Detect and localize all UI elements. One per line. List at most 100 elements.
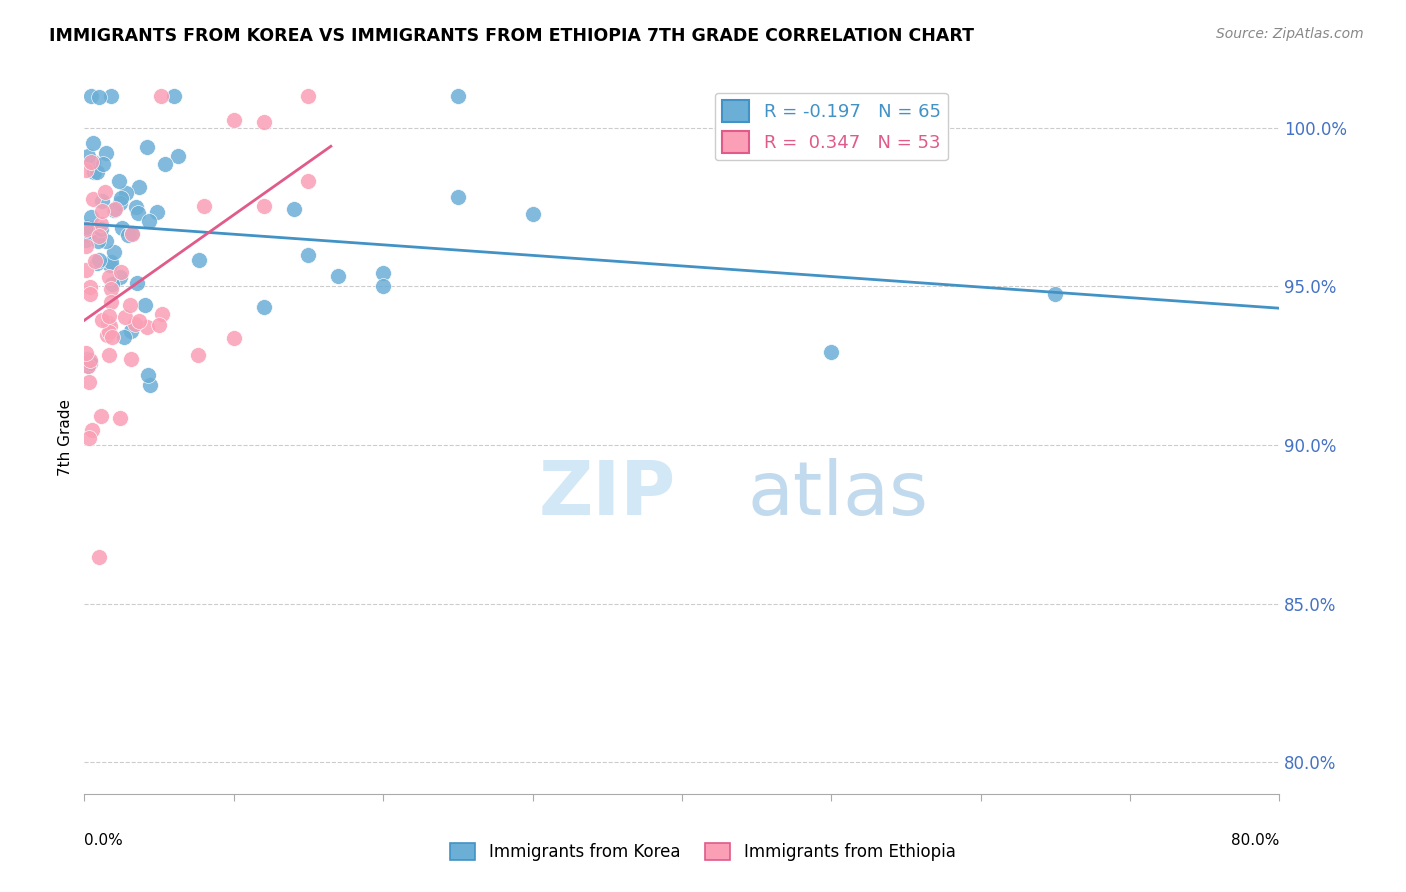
Point	[193, 199, 215, 213]
Point	[328, 269, 350, 284]
Point	[75, 346, 97, 360]
Point	[80, 154, 103, 169]
Point	[114, 310, 136, 324]
Point	[86, 165, 108, 179]
Point	[121, 227, 143, 241]
Point	[94, 234, 117, 248]
Point	[94, 185, 117, 199]
Point	[76, 222, 98, 236]
Point	[107, 174, 129, 188]
Text: 80.0%: 80.0%	[1232, 833, 1279, 848]
Point	[77, 351, 100, 366]
Point	[75, 239, 97, 253]
Point	[373, 266, 395, 280]
Point	[82, 155, 104, 169]
Point	[87, 549, 110, 564]
Point	[97, 316, 120, 330]
Text: ZIP: ZIP	[538, 458, 676, 531]
Point	[100, 89, 122, 103]
Point	[115, 186, 138, 201]
Point	[297, 174, 319, 188]
Point	[79, 226, 101, 240]
Point	[86, 256, 108, 270]
Point	[96, 327, 118, 342]
Point	[79, 280, 101, 294]
Point	[139, 377, 162, 392]
Point	[110, 191, 132, 205]
Point	[138, 213, 160, 227]
Point	[101, 277, 124, 291]
Text: 0.0%: 0.0%	[84, 833, 124, 848]
Point	[90, 204, 112, 219]
Point	[98, 270, 121, 285]
Point	[108, 270, 131, 285]
Point	[108, 411, 131, 425]
Point	[87, 229, 110, 244]
Point	[104, 202, 127, 216]
Point	[90, 222, 112, 236]
Point	[163, 89, 186, 103]
Point	[253, 199, 276, 213]
Point	[100, 255, 122, 269]
Point	[100, 329, 122, 343]
Point	[297, 248, 319, 262]
Point	[149, 89, 172, 103]
Point	[98, 258, 121, 272]
Point	[150, 307, 173, 321]
Point	[82, 136, 104, 150]
Point	[87, 90, 110, 104]
Point	[146, 205, 169, 219]
Point	[90, 409, 112, 424]
Point	[222, 331, 245, 345]
Point	[77, 221, 100, 235]
Point	[187, 348, 209, 362]
Point	[83, 165, 105, 179]
Point	[76, 359, 98, 373]
Point	[253, 301, 276, 315]
Point	[75, 262, 97, 277]
Point	[522, 207, 544, 221]
Point	[297, 89, 319, 103]
Point	[222, 112, 245, 127]
Point	[103, 245, 125, 260]
Point	[75, 219, 97, 234]
Point	[87, 234, 110, 248]
Point	[128, 180, 150, 194]
Legend: R = -0.197   N = 65, R =  0.347   N = 53: R = -0.197 N = 65, R = 0.347 N = 53	[714, 93, 948, 161]
Point	[98, 348, 121, 362]
Point	[447, 190, 470, 204]
Point	[75, 163, 97, 178]
Point	[75, 233, 97, 247]
Point	[79, 356, 101, 370]
Point	[447, 89, 470, 103]
Point	[77, 359, 100, 373]
Point	[187, 253, 209, 268]
Point	[90, 194, 112, 209]
Text: Source: ZipAtlas.com: Source: ZipAtlas.com	[1216, 27, 1364, 41]
Point	[283, 202, 305, 216]
Point	[128, 314, 150, 328]
Text: atlas: atlas	[748, 458, 928, 531]
Point	[1045, 287, 1067, 301]
Point	[80, 423, 103, 437]
Point	[76, 149, 98, 163]
Point	[121, 227, 143, 241]
Point	[79, 352, 101, 367]
Point	[83, 253, 105, 268]
Text: IMMIGRANTS FROM KOREA VS IMMIGRANTS FROM ETHIOPIA 7TH GRADE CORRELATION CHART: IMMIGRANTS FROM KOREA VS IMMIGRANTS FROM…	[49, 27, 974, 45]
Point	[136, 368, 159, 382]
Point	[87, 252, 110, 267]
Point	[111, 221, 134, 235]
Point	[91, 157, 114, 171]
Point	[124, 318, 146, 332]
Point	[75, 227, 97, 241]
Point	[98, 318, 121, 333]
Point	[134, 298, 156, 312]
Point	[135, 139, 157, 153]
Point	[127, 206, 149, 220]
Point	[97, 309, 120, 323]
Y-axis label: 7th Grade: 7th Grade	[58, 399, 73, 475]
Point	[153, 157, 176, 171]
Point	[125, 276, 148, 290]
Legend: Immigrants from Korea, Immigrants from Ethiopia: Immigrants from Korea, Immigrants from E…	[444, 836, 962, 868]
